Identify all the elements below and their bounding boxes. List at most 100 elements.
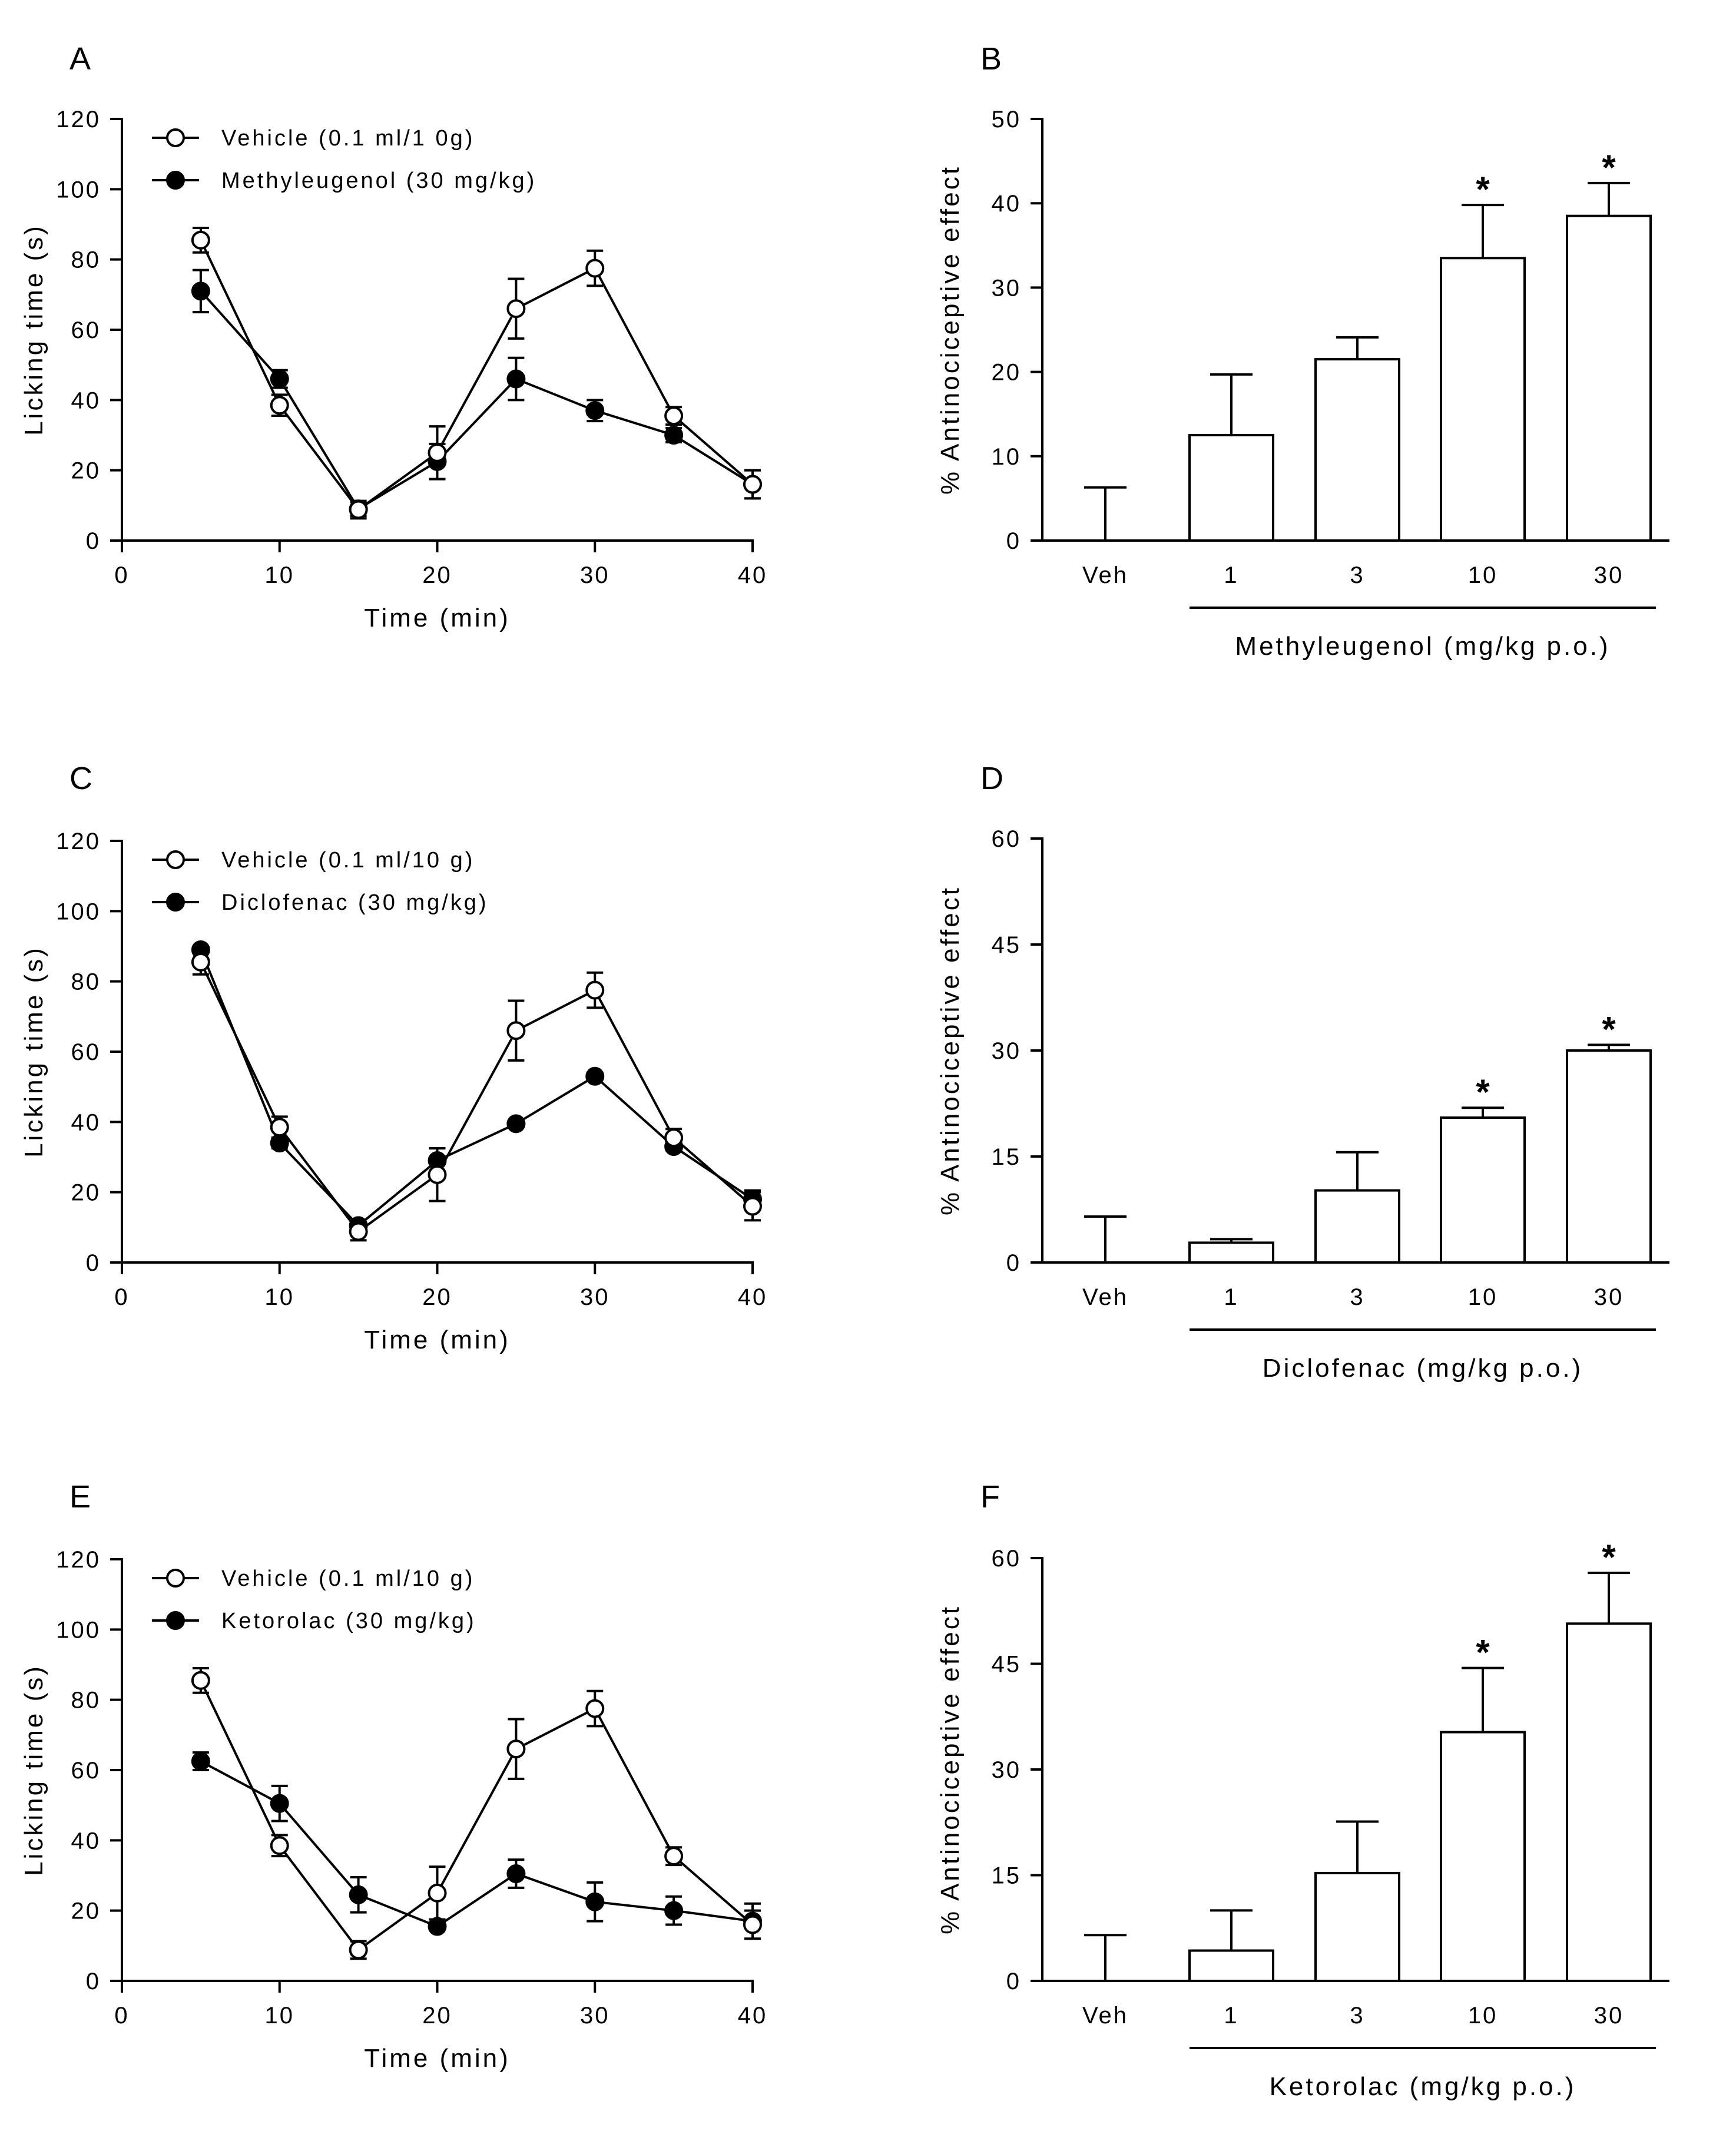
x-tick-label: 10: [265, 2003, 295, 2029]
x-category-label: Veh: [1082, 1284, 1128, 1310]
open-circle-marker: [506, 299, 526, 319]
bar: [1566, 1049, 1652, 1264]
x-tick-label: 20: [422, 1284, 452, 1310]
y-tick-label: 60: [71, 1758, 101, 1784]
x-category-label: 3: [1350, 562, 1364, 588]
x-axis-title: Ketorolac (mg/kg p.o.): [1270, 2072, 1576, 2101]
open-circle-marker: [349, 500, 368, 519]
x-category-label: 3: [1350, 2003, 1364, 2029]
filled-circle-marker: [664, 1901, 684, 1920]
open-circle-marker: [664, 1128, 684, 1148]
panel-c: C 0 20 40 60 80 100 120 0 10 20 30 40 Time (min) Licki…: [19, 761, 766, 1354]
y-tick-label: 20: [71, 1898, 101, 1924]
y-tick-label: 80: [71, 1688, 101, 1714]
open-circle-marker: [743, 475, 762, 494]
y-tick-label: 100: [56, 177, 101, 203]
open-circle-marker: [349, 1940, 368, 1960]
open-circle-marker: [349, 1222, 368, 1241]
y-tick-label: 40: [992, 191, 1022, 217]
y-tick-label: 20: [71, 458, 101, 484]
open-circle-marker: [191, 952, 210, 972]
bar: [1314, 358, 1400, 542]
legend-open-circle: [166, 128, 185, 147]
bar: [1566, 1622, 1652, 1983]
series-line: [200, 961, 754, 1234]
panel-letter: D: [980, 761, 1003, 796]
y-tick-label: 0: [86, 1969, 101, 1994]
y-tick-label: 60: [71, 317, 101, 343]
open-circle-marker: [585, 259, 605, 278]
x-tick-label: 20: [422, 2003, 452, 2029]
filled-circle-marker: [191, 281, 210, 301]
panel-letter: C: [69, 761, 92, 796]
y-axis-title: Licking time (s): [19, 946, 48, 1158]
x-category-label: 30: [1594, 2003, 1624, 2029]
bar: [1440, 257, 1526, 542]
y-tick-label: 50: [992, 107, 1022, 132]
y-tick-label: 100: [56, 899, 101, 924]
y-tick-label: 60: [992, 826, 1022, 852]
filled-circle-marker: [664, 426, 684, 445]
open-circle-marker: [506, 1739, 526, 1759]
x-category-label: 3: [1350, 1284, 1364, 1310]
y-tick-label: 45: [992, 1652, 1022, 1678]
filled-circle-marker: [585, 401, 605, 420]
y-axis-title: % Antinociceptive effect: [936, 1605, 965, 1934]
x-category-label: 10: [1468, 562, 1498, 588]
filled-circle-marker: [428, 1917, 447, 1936]
open-circle-marker: [664, 406, 684, 426]
panel-letter: E: [69, 1479, 91, 1515]
open-circle-marker: [428, 443, 447, 462]
legend-label: Diclofenac (30 mg/kg): [221, 890, 489, 915]
bar: [1566, 214, 1652, 542]
legend-filled-circle: [166, 171, 185, 190]
x-tick-label: 20: [422, 562, 452, 588]
panel-letter: B: [980, 41, 1002, 77]
y-tick-label: 0: [86, 528, 101, 554]
x-category-label: 1: [1224, 2003, 1238, 2029]
x-category-label: 1: [1224, 562, 1238, 588]
x-tick-label: 30: [580, 1284, 610, 1310]
y-tick-label: 30: [992, 275, 1022, 301]
y-tick-label: 40: [71, 1109, 101, 1135]
y-tick-label: 120: [56, 1547, 101, 1573]
y-tick-label: 80: [71, 247, 101, 273]
filled-circle-marker: [585, 1892, 605, 1911]
legend-label: Vehicle (0.1 ml/10 g): [221, 848, 475, 873]
legend-label: Vehicle (0.1 ml/1 0g): [221, 126, 475, 151]
open-circle-marker: [664, 1847, 684, 1866]
significance-star: *: [1476, 170, 1490, 209]
x-axis-title: Time (min): [364, 2044, 511, 2073]
x-tick-label: 30: [580, 2003, 610, 2029]
y-tick-label: 20: [992, 360, 1022, 386]
x-tick-label: 30: [580, 562, 610, 588]
x-category-label: Veh: [1082, 562, 1128, 588]
filled-circle-marker: [585, 1066, 605, 1086]
y-tick-label: 0: [1006, 528, 1021, 554]
y-tick-label: 20: [71, 1180, 101, 1206]
open-circle-marker: [270, 396, 289, 415]
open-circle-marker: [270, 1836, 289, 1855]
legend-filled-circle: [166, 1611, 185, 1630]
legend-label: Vehicle (0.1 ml/10 g): [221, 1566, 475, 1591]
y-axis-title: % Antinociceptive effect: [936, 886, 965, 1215]
open-circle-marker: [743, 1915, 762, 1934]
y-tick-label: 40: [71, 1828, 101, 1854]
open-circle-marker: [743, 1197, 762, 1216]
panel-a: A 0 20 40 60 80 100 120 0 10 20 30 40 Time (min) Licki…: [19, 41, 766, 632]
open-circle-marker: [585, 1699, 605, 1718]
x-category-label: 1: [1224, 1284, 1238, 1310]
bar: [1188, 1949, 1274, 1982]
x-category-label: Veh: [1082, 2003, 1128, 2029]
filled-circle-marker: [270, 369, 289, 389]
bar: [1188, 434, 1274, 542]
open-circle-marker: [428, 1883, 447, 1903]
y-tick-label: 0: [86, 1250, 101, 1276]
significance-star: *: [1602, 1537, 1616, 1577]
y-tick-label: 120: [56, 829, 101, 854]
x-tick-label: 0: [114, 562, 129, 588]
open-circle-marker: [270, 1118, 289, 1137]
filled-circle-marker: [191, 1752, 210, 1771]
y-axis-title: Licking time (s): [19, 1664, 48, 1876]
